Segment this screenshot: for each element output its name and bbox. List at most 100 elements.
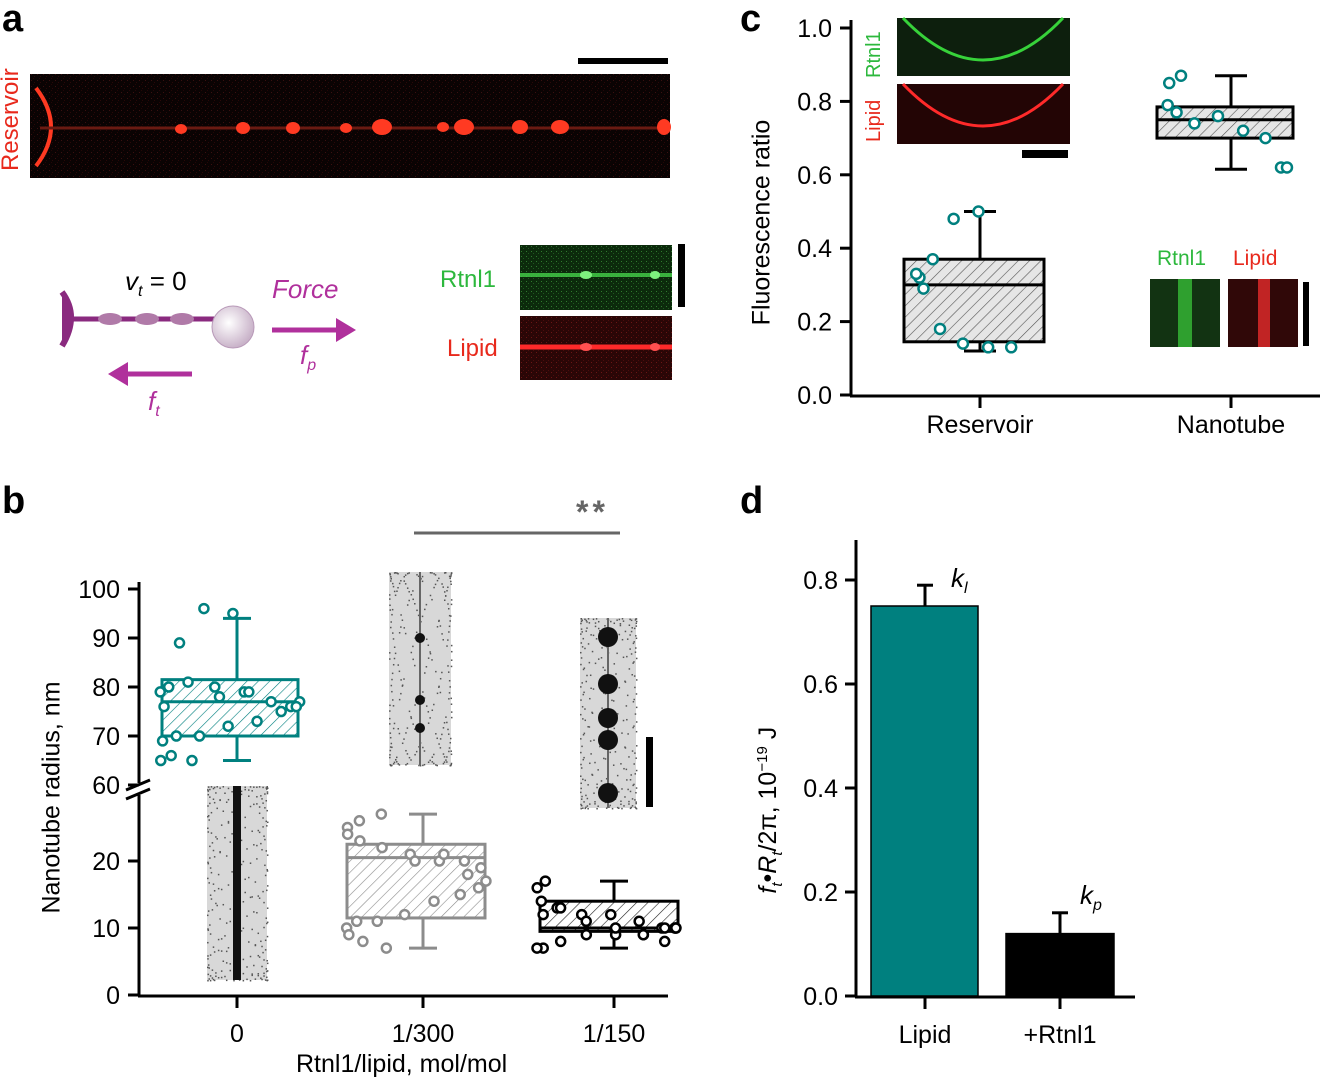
tem-noise (266, 970, 268, 973)
tem-noise (267, 787, 269, 790)
tem-noise (620, 763, 622, 765)
tem-noise (212, 849, 215, 852)
tem-noise (435, 733, 437, 735)
tem-noise (450, 763, 452, 766)
tem-noise (629, 618, 631, 621)
tem-noise (262, 817, 264, 819)
tem-noise (396, 572, 398, 574)
data-point (605, 908, 617, 921)
tem-noise (446, 761, 448, 763)
c-ytick-label: 0.4 (797, 235, 832, 263)
tem-noise (400, 692, 402, 695)
tem-noise (628, 756, 630, 758)
tem-noise (635, 802, 637, 805)
tem-noise (392, 763, 395, 765)
tem-noise (585, 806, 587, 809)
tem-noise (258, 806, 261, 808)
tem-noise (616, 652, 618, 655)
tem-noise (209, 845, 211, 848)
b-ytick-label: 60 (92, 772, 120, 800)
tem-noise (406, 727, 409, 729)
tem-noise (610, 620, 612, 623)
tem-noise (215, 972, 217, 974)
tem-noise (442, 586, 444, 588)
tem-noise (264, 793, 266, 795)
tem-noise (582, 734, 585, 736)
tem-noise (216, 807, 218, 810)
tem-noise (266, 959, 268, 962)
tem-noise (225, 979, 228, 982)
d-ytick-label: 0.6 (803, 671, 838, 699)
tem-noise (425, 666, 428, 668)
tem-noise (220, 888, 223, 891)
tem-noise (618, 791, 620, 793)
tem-noise (207, 805, 209, 807)
tem-noise (389, 710, 391, 712)
tem-noise (258, 786, 261, 788)
tem-noise (249, 862, 252, 864)
tem-noise (393, 657, 396, 660)
tem-noise (635, 757, 637, 759)
tem-noise (396, 756, 398, 759)
tem-noise (447, 671, 450, 673)
tem-noise (587, 643, 590, 645)
tem-noise (594, 622, 597, 624)
tem-noise (616, 774, 619, 777)
tem-noise (390, 626, 392, 629)
tem-noise (433, 753, 435, 756)
tem-noise (580, 804, 583, 807)
tem-noise (266, 907, 269, 909)
tem-noise (262, 890, 264, 893)
tem-noise (253, 803, 255, 806)
tem-noise (582, 718, 584, 720)
tem-noise (229, 908, 232, 910)
tem-noise (256, 844, 258, 847)
data-point (170, 730, 183, 742)
tem-noise (631, 627, 633, 629)
tem-noise (431, 709, 434, 712)
tem-noise (403, 580, 406, 582)
tem-noise (441, 671, 443, 674)
tem-noise (224, 935, 226, 937)
tem-noise (633, 763, 635, 765)
tem-cluster (598, 674, 618, 694)
tem-noise (429, 572, 432, 574)
tem-noise (414, 728, 416, 730)
tem-noise (397, 728, 400, 730)
tem-noise (626, 718, 628, 721)
tem-noise (212, 946, 215, 948)
tem-noise (591, 712, 594, 714)
tem-noise (583, 667, 586, 669)
tem-noise (444, 595, 447, 597)
tem-noise (620, 803, 622, 806)
tem-noise (260, 940, 262, 943)
c-ytick-label: 0.2 (797, 309, 832, 337)
tem-noise (626, 638, 629, 640)
tem-noise (240, 863, 243, 866)
tem-noise (249, 786, 252, 788)
tem-noise (390, 621, 392, 623)
data-point (981, 341, 995, 354)
tem-noise (209, 802, 211, 805)
tem-noise (594, 803, 596, 805)
tem-noise (233, 979, 235, 982)
tem-noise (211, 977, 214, 979)
tem-noise (433, 573, 435, 575)
tem-noise (450, 615, 452, 617)
significance-stars: ** (576, 494, 609, 530)
c-inset-red-arc (901, 82, 1065, 128)
tem-noise (623, 767, 625, 770)
tem-noise (240, 793, 243, 796)
tem-noise (599, 629, 601, 632)
tem-noise (253, 786, 255, 788)
tem-noise (240, 790, 243, 793)
tem-noise (604, 669, 606, 671)
box-reservoir (902, 205, 1046, 354)
tem-noise (448, 625, 451, 628)
tem-noise (224, 792, 226, 795)
tem-noise (257, 973, 260, 975)
data-point (227, 607, 239, 620)
box-nanotube (1155, 69, 1295, 174)
tem-noise (443, 599, 446, 602)
